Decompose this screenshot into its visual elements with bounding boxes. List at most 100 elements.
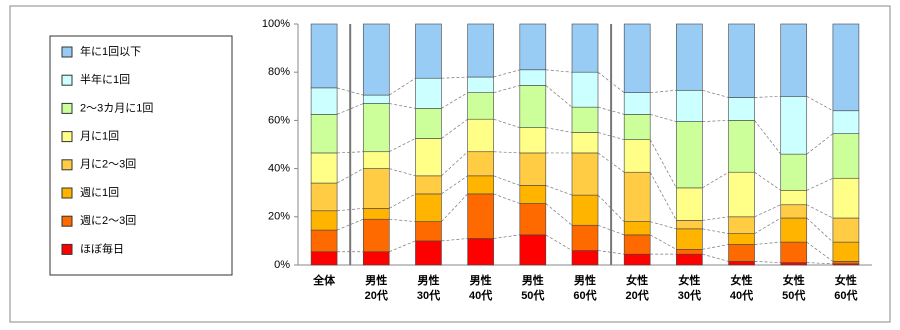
bar-segment	[310, 182, 338, 212]
connector	[649, 172, 677, 221]
bar-segment	[780, 23, 808, 97]
bar-segment	[780, 204, 808, 219]
bar-segment	[519, 69, 547, 86]
legend-label: 月に1回	[80, 130, 119, 143]
bar-segment	[676, 253, 703, 266]
bar-segment	[519, 127, 547, 154]
bar-segment	[623, 92, 651, 115]
bar-segment	[728, 171, 755, 218]
bar-segment	[415, 240, 442, 266]
legend-label: ほぼ毎日	[80, 242, 124, 255]
bar-segment	[362, 103, 390, 153]
bar-segment	[362, 208, 390, 220]
connector	[545, 203, 573, 226]
connector	[806, 177, 834, 191]
legend-swatch	[61, 46, 73, 58]
bar-segment	[780, 189, 808, 206]
connector	[389, 103, 416, 109]
bar-segment	[467, 118, 494, 153]
bar-segment	[310, 87, 338, 115]
connector	[702, 171, 729, 189]
bar-segment	[728, 261, 755, 266]
bar-segment	[676, 23, 703, 91]
connector	[597, 250, 625, 255]
legend-swatch	[61, 74, 73, 86]
bar-segment	[310, 229, 338, 253]
bar-segment	[415, 175, 442, 195]
bar-segment	[310, 210, 338, 231]
bar-segment	[728, 233, 755, 245]
connector	[441, 118, 468, 139]
connector	[441, 76, 468, 79]
bar-segment	[728, 216, 755, 234]
legend-label: 月に2～3回	[80, 158, 136, 171]
connector	[702, 216, 729, 221]
connector	[754, 261, 781, 263]
connector	[493, 151, 520, 154]
bar-segment	[415, 108, 442, 139]
bar-segment	[832, 241, 860, 262]
bar-segment	[780, 262, 808, 266]
bar-segment	[467, 92, 494, 120]
connector	[702, 120, 729, 122]
connector	[754, 171, 781, 191]
connector	[493, 118, 520, 128]
bar-segment	[467, 23, 494, 78]
connector	[806, 204, 834, 219]
connector	[545, 127, 573, 133]
bar-segment	[467, 238, 494, 266]
bar-segment	[467, 151, 494, 177]
legend-label: 年に1回以下	[80, 44, 141, 58]
bar-segment	[415, 77, 442, 109]
legend-label: 週に1回	[80, 186, 119, 199]
connector	[650, 89, 677, 94]
connector	[650, 114, 677, 122]
connector	[389, 240, 416, 253]
legend-swatch	[61, 187, 73, 199]
connector	[441, 92, 468, 109]
bar-segment	[728, 120, 755, 173]
bar-segment	[310, 251, 338, 266]
bar-segment	[571, 250, 599, 266]
connector	[806, 95, 834, 112]
bar-segment	[415, 221, 442, 242]
legend-label: 半年に1回	[80, 72, 130, 86]
connector	[389, 138, 416, 153]
bar-segment	[310, 152, 338, 184]
bar-segment	[676, 228, 703, 250]
bar-segment	[362, 218, 390, 253]
bar-segment	[832, 177, 860, 219]
bar-segment	[519, 234, 547, 266]
bar-segment	[571, 224, 599, 251]
connector	[389, 77, 416, 96]
y-tick-label: 0%	[274, 259, 290, 271]
bar-segment	[467, 193, 494, 239]
bar-segment	[832, 217, 860, 243]
connector	[754, 204, 781, 218]
legend-swatch	[61, 102, 73, 114]
x-tick-label: 男性 50代	[521, 275, 545, 302]
frame	[9, 5, 891, 323]
bar-segment	[676, 220, 703, 230]
bar-segment	[467, 76, 494, 93]
connector	[493, 175, 520, 186]
bar-segment	[415, 23, 442, 79]
bar-segment	[623, 234, 651, 255]
bar-segment	[780, 153, 808, 191]
x-tick-label: 男性 60代	[573, 275, 597, 302]
bar-segment	[832, 261, 860, 265]
y-tick-label: 20%	[268, 211, 290, 223]
connector	[754, 120, 782, 155]
legend-swatch	[61, 243, 73, 255]
legend-box	[49, 35, 233, 276]
bar-segment	[519, 85, 547, 128]
connector	[702, 253, 729, 262]
bar-segment	[415, 193, 442, 222]
connector	[806, 262, 833, 265]
bar-segment	[310, 23, 338, 89]
bar-segment	[519, 152, 547, 186]
y-tick-label: 40%	[268, 163, 290, 175]
bar-segment	[519, 185, 547, 204]
